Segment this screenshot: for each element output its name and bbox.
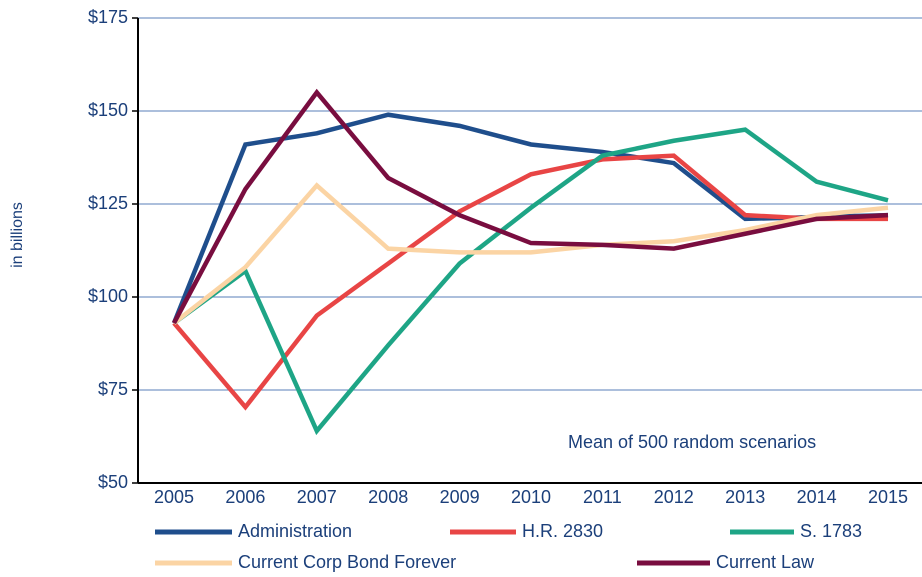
x-tick-label: 2013: [725, 487, 765, 507]
legend-label: Administration: [238, 521, 352, 541]
x-tick-label: 2012: [654, 487, 694, 507]
x-tick-label: 2006: [225, 487, 265, 507]
legend-label: S. 1783: [800, 521, 862, 541]
y-axis-label: in billions: [9, 202, 26, 268]
x-tick-label: 2005: [154, 487, 194, 507]
x-tick-label: 2010: [511, 487, 551, 507]
legend-label: Current Corp Bond Forever: [238, 552, 456, 572]
annotation: Mean of 500 random scenarios: [568, 432, 816, 452]
y-tick-label: $175: [88, 7, 128, 27]
y-tick-label: $125: [88, 193, 128, 213]
x-tick-label: 2008: [368, 487, 408, 507]
x-tick-label: 2007: [297, 487, 337, 507]
x-tick-label: 2009: [440, 487, 480, 507]
y-tick-label: $100: [88, 286, 128, 306]
x-tick-label: 2011: [583, 487, 622, 507]
legend-label: Current Law: [716, 552, 815, 572]
y-tick-label: $50: [98, 472, 128, 492]
legend-label: H.R. 2830: [522, 521, 603, 541]
y-tick-label: $75: [98, 379, 128, 399]
x-tick-label: 2014: [797, 487, 837, 507]
series-line: [174, 156, 888, 407]
y-tick-label: $150: [88, 100, 128, 120]
x-tick-label: 2015: [868, 487, 908, 507]
